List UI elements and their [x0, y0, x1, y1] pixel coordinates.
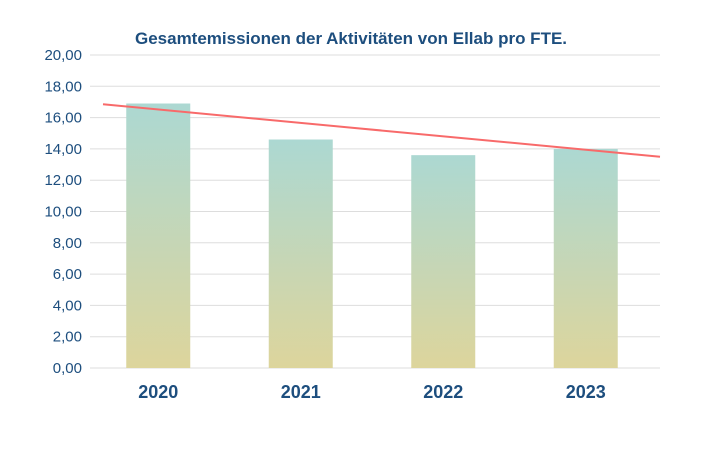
bar-2023 — [553, 148, 618, 368]
x-tick-label: 2023 — [566, 382, 606, 402]
x-tick-label: 2020 — [138, 382, 178, 402]
y-tick-label: 10,00 — [44, 204, 82, 221]
x-tick-label: 2021 — [281, 382, 321, 402]
bar-2021 — [268, 139, 333, 368]
y-tick-label: 16,00 — [44, 110, 82, 127]
bar-2022 — [411, 155, 476, 368]
chart-title: Gesamtemissionen der Aktivitäten von Ell… — [135, 29, 567, 48]
trendline — [102, 103, 661, 158]
y-tick-label: 0,00 — [53, 360, 82, 377]
y-tick-label: 2,00 — [53, 329, 82, 346]
bar-2020 — [126, 103, 191, 368]
y-tick-label: 12,00 — [44, 172, 82, 189]
x-tick-label: 2022 — [423, 382, 463, 402]
y-tick-label: 18,00 — [44, 78, 82, 95]
y-axis: 0,00 2,00 4,00 6,00 8,00 10,00 12,00 14,00 16,00… — [44, 47, 82, 377]
bars — [126, 103, 618, 368]
y-tick-label: 14,00 — [44, 141, 82, 158]
trendline-group — [102, 103, 661, 158]
y-tick-label: 4,00 — [53, 297, 82, 314]
y-tick-label: 8,00 — [53, 235, 82, 252]
y-tick-label: 20,00 — [44, 47, 82, 64]
y-tick-label: 6,00 — [53, 266, 82, 283]
x-axis: 2020 2021 2022 2023 — [138, 382, 606, 402]
